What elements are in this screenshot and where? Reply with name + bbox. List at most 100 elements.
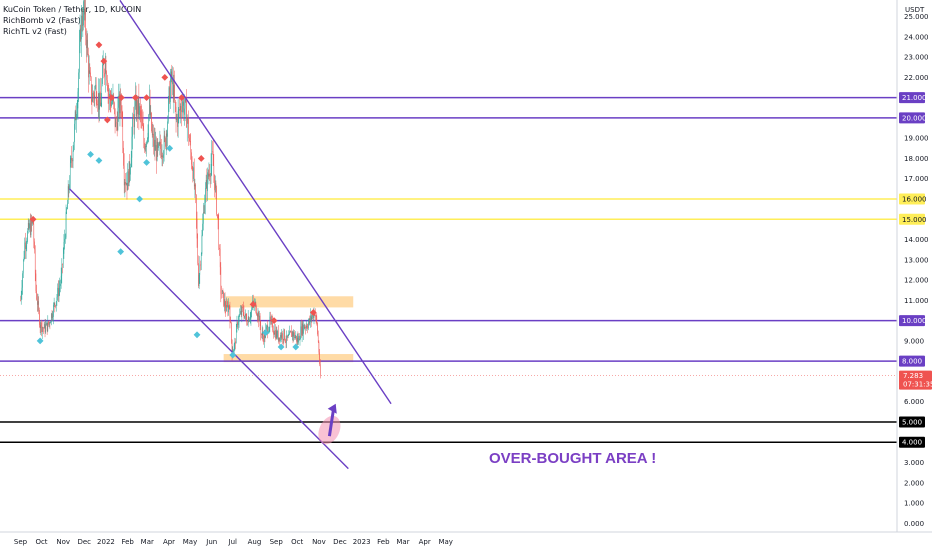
candle-body xyxy=(217,214,219,220)
candle-body xyxy=(34,241,35,250)
candle-body xyxy=(185,99,187,101)
candle-body xyxy=(43,327,44,329)
candle-body xyxy=(79,28,81,46)
candle-body xyxy=(149,99,151,116)
candle-body xyxy=(51,313,53,318)
candle-body xyxy=(217,214,218,216)
candle-body xyxy=(100,91,101,106)
candle-body xyxy=(203,212,204,224)
candle-body xyxy=(260,325,262,334)
price-tick-label: 1.000 xyxy=(904,500,924,508)
candle-body xyxy=(153,133,154,147)
candle-body xyxy=(285,341,287,343)
candle-body xyxy=(161,155,163,157)
price-tick-label: 17.000 xyxy=(904,175,929,183)
candle-body xyxy=(20,294,22,301)
last-price-badge xyxy=(899,370,932,390)
candle-body xyxy=(309,318,311,322)
candle-body xyxy=(58,287,59,297)
candle-body xyxy=(169,87,170,103)
candle-body xyxy=(23,259,24,274)
candle-body xyxy=(32,221,34,225)
candle-body xyxy=(151,112,152,131)
time-tick-label: Feb xyxy=(377,538,390,546)
candle-body xyxy=(191,152,192,165)
candle-body xyxy=(69,184,70,190)
legend-indicator-richbomb[interactable]: RichBomb v2 (Fast) xyxy=(3,16,81,25)
candle-body xyxy=(186,100,187,128)
candle-body xyxy=(142,125,144,130)
candle-body xyxy=(295,335,297,337)
candle-body xyxy=(231,339,233,356)
zones xyxy=(223,296,354,363)
trendline xyxy=(69,188,349,470)
chart-legend: KuCoin Token / Tether, 1D, KUCOIN RichBo… xyxy=(3,4,141,37)
candle-body xyxy=(139,106,140,116)
candle-body xyxy=(181,110,182,113)
candle-body xyxy=(299,338,301,341)
candle-body xyxy=(298,336,299,343)
candle-body xyxy=(34,249,36,274)
time-axis[interactable]: Sep Oct Nov Dec 2022 Feb Mar Apr May Jun Jul Aug Sep… xyxy=(0,531,932,546)
candle-body xyxy=(187,118,189,120)
up-arrow-shaft xyxy=(327,407,336,437)
sell-signal-diamond xyxy=(178,94,186,102)
level-badge-label: 15.000 xyxy=(902,216,927,224)
candle-body xyxy=(156,141,158,161)
candle-body xyxy=(142,117,143,126)
buy-signal-diamond xyxy=(193,331,201,339)
candle-body xyxy=(73,142,74,151)
legend-indicator-richtl[interactable]: RichTL v2 (Fast) xyxy=(3,27,67,36)
candle-body xyxy=(212,151,214,166)
time-tick-label: Oct xyxy=(35,538,47,546)
candle-body xyxy=(226,304,228,306)
candle-body xyxy=(149,99,150,116)
candle-body xyxy=(78,72,79,92)
candle-body xyxy=(280,335,282,338)
candle-body xyxy=(178,109,180,111)
price-axis[interactable]: 0.0001.0002.0003.0004.0005.0006.0007.000… xyxy=(896,0,932,532)
candle-body xyxy=(214,174,215,191)
candle-body xyxy=(266,325,268,328)
candle-body xyxy=(37,299,38,305)
candle-body xyxy=(188,119,189,139)
candle-body xyxy=(223,291,224,306)
candle-body xyxy=(307,327,308,329)
candle-body xyxy=(118,95,119,108)
candle-body xyxy=(306,325,307,328)
candle-body xyxy=(116,122,117,124)
candle-body xyxy=(254,302,256,303)
candle-body xyxy=(93,92,94,96)
candle-body xyxy=(186,118,188,128)
candle-body xyxy=(315,315,316,317)
candle-body xyxy=(190,142,191,153)
candle-body xyxy=(240,311,242,316)
candle-body xyxy=(244,315,245,318)
price-tick-label: 12.000 xyxy=(904,277,929,285)
candle-body xyxy=(240,311,241,314)
time-tick-label: Dec xyxy=(77,538,91,546)
candle-body xyxy=(111,101,112,107)
candle-body xyxy=(55,301,57,307)
candle-body xyxy=(177,110,179,127)
candle-body xyxy=(62,253,64,265)
candle-body xyxy=(165,138,166,147)
candle-body xyxy=(68,186,70,190)
candle-body xyxy=(83,1,85,15)
candle-body xyxy=(242,308,244,313)
sell-signal-diamond xyxy=(161,73,169,81)
candle-body xyxy=(32,221,33,224)
candle-body xyxy=(124,182,126,186)
legend-symbol-title[interactable]: KuCoin Token / Tether, 1D, KUCOIN xyxy=(3,5,142,14)
candle-body xyxy=(318,341,320,353)
candle-body xyxy=(31,219,32,224)
level-badge-label: 21.000 xyxy=(902,94,927,102)
up-arrow-head xyxy=(327,403,337,414)
candle-body xyxy=(290,331,292,333)
candle-body xyxy=(248,317,250,322)
candle-body xyxy=(107,80,108,90)
buy-signal-diamond xyxy=(36,337,44,345)
candle-body xyxy=(203,212,205,213)
candle-body xyxy=(41,327,43,332)
